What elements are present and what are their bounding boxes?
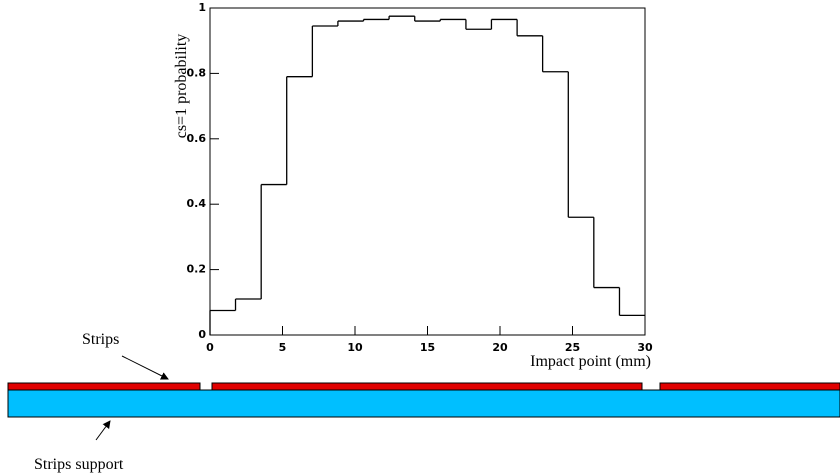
y-tick-label: 0.8 <box>187 66 207 79</box>
strip <box>659 382 840 391</box>
x-tick-label: 10 <box>347 341 363 354</box>
x-tick-label: 0 <box>206 341 214 354</box>
plot-frame <box>209 7 646 336</box>
x-tick-label: 20 <box>492 341 508 354</box>
support-label: Strips support <box>34 456 124 473</box>
arrow <box>95 420 111 441</box>
y-axis-label: cs=1 probability <box>173 34 190 139</box>
y-tick-label: 1 <box>198 1 206 14</box>
x-tick-label: 5 <box>279 341 287 354</box>
arrow <box>121 355 169 380</box>
strip <box>211 382 643 391</box>
y-tick-label: 0.4 <box>187 197 207 210</box>
y-tick-label: 0 <box>198 328 206 341</box>
x-axis-label: Impact point (mm) <box>530 353 651 370</box>
y-tick-label: 0.6 <box>187 132 207 145</box>
x-tick-label: 30 <box>637 341 653 354</box>
strips-label: Strips <box>82 331 119 348</box>
strip <box>7 382 201 391</box>
x-tick-label: 15 <box>420 341 435 354</box>
strips-support <box>7 389 840 418</box>
y-tick-label: 0.2 <box>187 263 207 276</box>
x-tick-label: 25 <box>565 341 580 354</box>
